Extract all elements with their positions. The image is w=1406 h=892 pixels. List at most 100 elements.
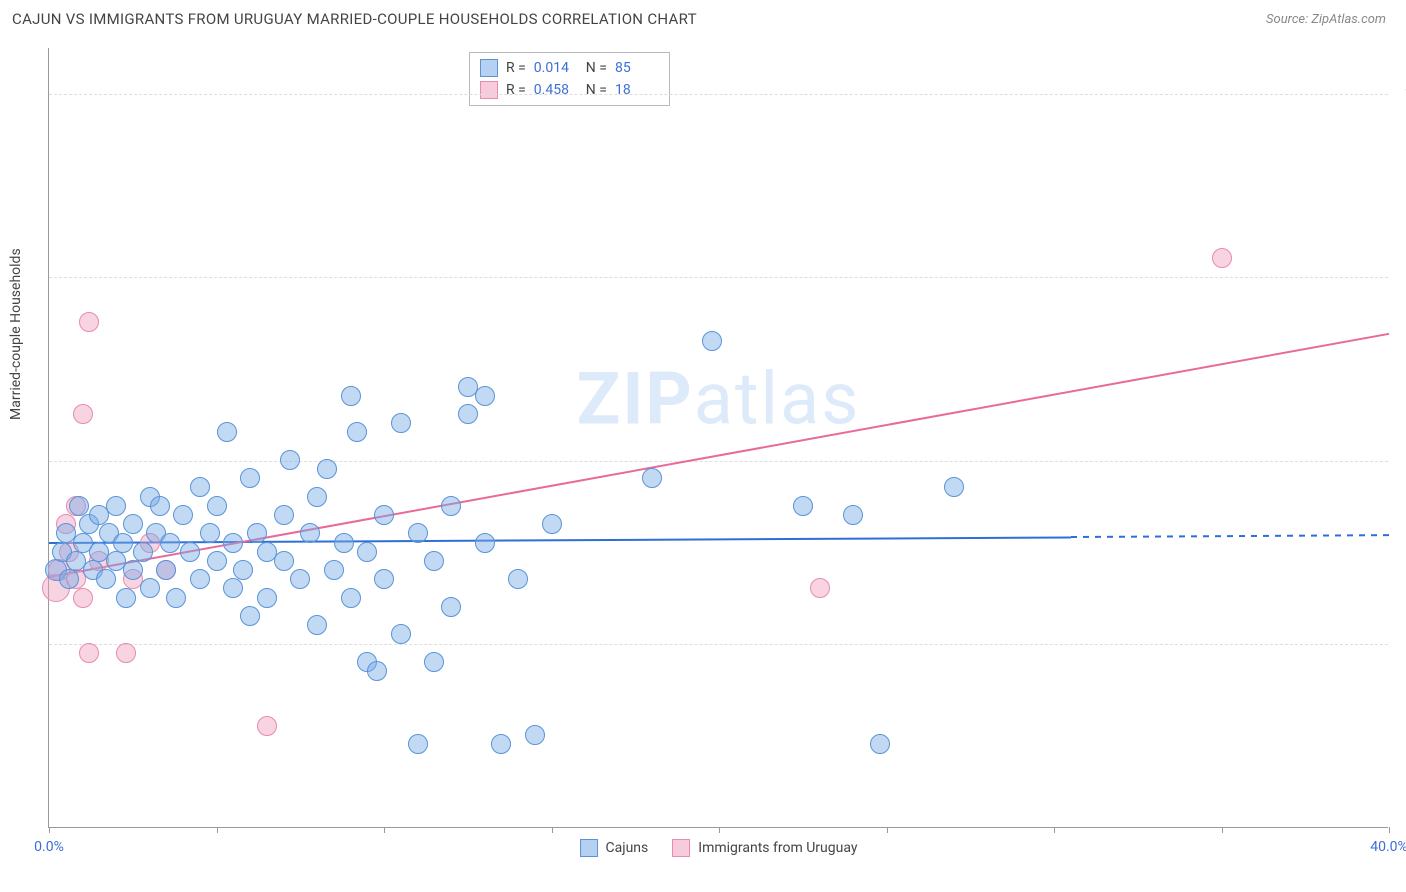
x-tick [719, 827, 720, 833]
data-point [475, 533, 495, 553]
data-point [79, 312, 99, 332]
data-point [96, 569, 116, 589]
r-label: R = [506, 57, 526, 79]
data-point [190, 477, 210, 497]
data-point [307, 487, 327, 507]
data-point [116, 588, 136, 608]
data-point [702, 331, 722, 351]
data-point [73, 588, 93, 608]
data-point [391, 624, 411, 644]
data-point [300, 523, 320, 543]
data-point [123, 514, 143, 534]
data-point [424, 652, 444, 672]
data-point [441, 496, 461, 516]
data-point [810, 578, 830, 598]
legend-swatch [480, 81, 498, 99]
data-point [150, 496, 170, 516]
data-point [441, 597, 461, 617]
data-point [274, 551, 294, 571]
data-point [69, 496, 89, 516]
x-tick [1389, 827, 1390, 833]
data-point [341, 588, 361, 608]
x-tick [1222, 827, 1223, 833]
data-point [133, 542, 153, 562]
stats-row: R = 0.014 N = 85 [480, 57, 659, 79]
data-point [307, 615, 327, 635]
data-point [491, 734, 511, 754]
data-point [341, 386, 361, 406]
data-point [217, 422, 237, 442]
x-tick [384, 827, 385, 833]
legend-swatch [480, 59, 498, 77]
gridline-h [49, 94, 1388, 95]
r-value: 0.458 [534, 79, 578, 101]
n-label: N = [586, 79, 607, 101]
r-label: R = [506, 79, 526, 101]
data-point [274, 505, 294, 525]
data-point [160, 533, 180, 553]
legend-label: Immigrants from Uruguay [698, 840, 857, 856]
gridline-h [49, 277, 1388, 278]
legend-item: Immigrants from Uruguay [672, 839, 857, 857]
data-point [408, 734, 428, 754]
data-point [247, 523, 267, 543]
data-point [166, 588, 186, 608]
watermark: ZIPatlas [577, 356, 861, 441]
data-point [79, 643, 99, 663]
n-value: 18 [615, 79, 659, 101]
data-point [475, 386, 495, 406]
x-tick-label: 0.0% [34, 839, 64, 855]
data-point [240, 468, 260, 488]
chart-title: CAJUN VS IMMIGRANTS FROM URUGUAY MARRIED… [12, 10, 697, 28]
data-point [106, 496, 126, 516]
data-point [347, 422, 367, 442]
r-value: 0.014 [534, 57, 578, 79]
data-point [334, 533, 354, 553]
n-label: N = [586, 57, 607, 79]
data-point [257, 588, 277, 608]
data-point [374, 505, 394, 525]
gridline-h [49, 461, 1388, 462]
data-point [542, 514, 562, 534]
legend-swatch [672, 839, 690, 857]
data-point [408, 523, 428, 543]
correlation-stats-box: R = 0.014 N = 85 R = 0.458 N = 18 [469, 52, 670, 106]
data-point [508, 569, 528, 589]
x-tick [1054, 827, 1055, 833]
chart-header: CAJUN VS IMMIGRANTS FROM URUGUAY MARRIED… [0, 0, 1406, 38]
data-point [280, 450, 300, 470]
data-point [367, 661, 387, 681]
scatter-chart: ZIPatlas R =0.014N =85R =0.458N =18 Caju… [48, 48, 1388, 828]
source-attribution: Source: ZipAtlas.com [1266, 12, 1386, 27]
data-point [223, 533, 243, 553]
data-point [240, 606, 260, 626]
data-point [140, 578, 160, 598]
data-point [233, 560, 253, 580]
series-legend: Cajuns Immigrants from Uruguay [580, 839, 858, 857]
data-point [207, 551, 227, 571]
data-point [207, 496, 227, 516]
data-point [870, 734, 890, 754]
data-point [200, 523, 220, 543]
data-point [180, 542, 200, 562]
data-point [73, 404, 93, 424]
gridline-h [49, 644, 1388, 645]
legend-label: Cajuns [606, 840, 649, 856]
data-point [793, 496, 813, 516]
data-point [156, 560, 176, 580]
legend-swatch [580, 839, 598, 857]
data-point [123, 560, 143, 580]
data-point [458, 404, 478, 424]
data-point [257, 716, 277, 736]
x-tick [49, 827, 50, 833]
x-tick [552, 827, 553, 833]
data-point [116, 643, 136, 663]
data-point [944, 477, 964, 497]
n-value: 85 [615, 57, 659, 79]
x-tick [887, 827, 888, 833]
data-point [525, 725, 545, 745]
data-point [843, 505, 863, 525]
data-point [190, 569, 210, 589]
legend-item: Cajuns [580, 839, 649, 857]
data-point [317, 459, 337, 479]
